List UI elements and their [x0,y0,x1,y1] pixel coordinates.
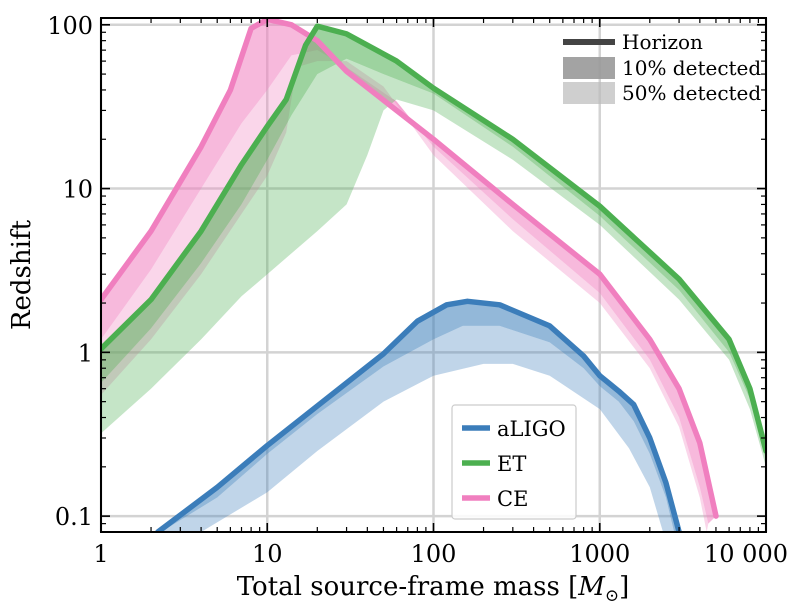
ce-horizon-line [101,18,719,519]
x-tick-label: 1000 [569,540,630,568]
series-legend: aLIGO ET CE [451,404,577,520]
aligo-horizon-line [155,298,682,532]
y-tick-label: 0.1 [55,503,93,531]
aligo-50pct-band [161,325,675,532]
style-legend-label: 10% detected [622,56,761,80]
style-legend-label: Horizon [622,30,703,54]
ce-legend-label: CE [497,487,528,511]
legend-box [451,404,577,520]
et-10pct-band [101,26,766,460]
horizon-swatch [563,39,615,45]
y-tick-label: 1 [78,339,93,367]
aligo-legend-label: aLIGO [497,417,566,441]
detected-10-swatch [563,57,615,79]
x-axis-title-symbol: M [577,572,606,602]
x-axis-title: Total source-frame mass [M⊙] [237,572,630,606]
y-tick-label: 10 [62,176,93,204]
x-axis-title-text: Total source-frame mass [ [237,572,579,602]
et-horizon-line [101,23,766,454]
et-legend-label: ET [497,452,526,476]
aligo-10pct-band [157,301,680,532]
x-tick-label: 10 [252,540,283,568]
y-axis-title: Redshift [7,219,37,330]
style-legend-label: 50% detected [622,81,761,105]
x-tick-label: 100 [411,540,457,568]
et-50pct-band [101,58,766,467]
series-layer [101,18,766,532]
x-axis-title-subscript: ⊙ [605,586,619,606]
x-tick-label: 1 [93,540,108,568]
axis-ticks [100,18,767,532]
y-tick-label: 100 [47,12,93,40]
x-tick-label: 10 000 [704,540,788,568]
x-axis-title-bracket: ] [619,572,629,602]
detected-50-swatch [563,82,615,104]
